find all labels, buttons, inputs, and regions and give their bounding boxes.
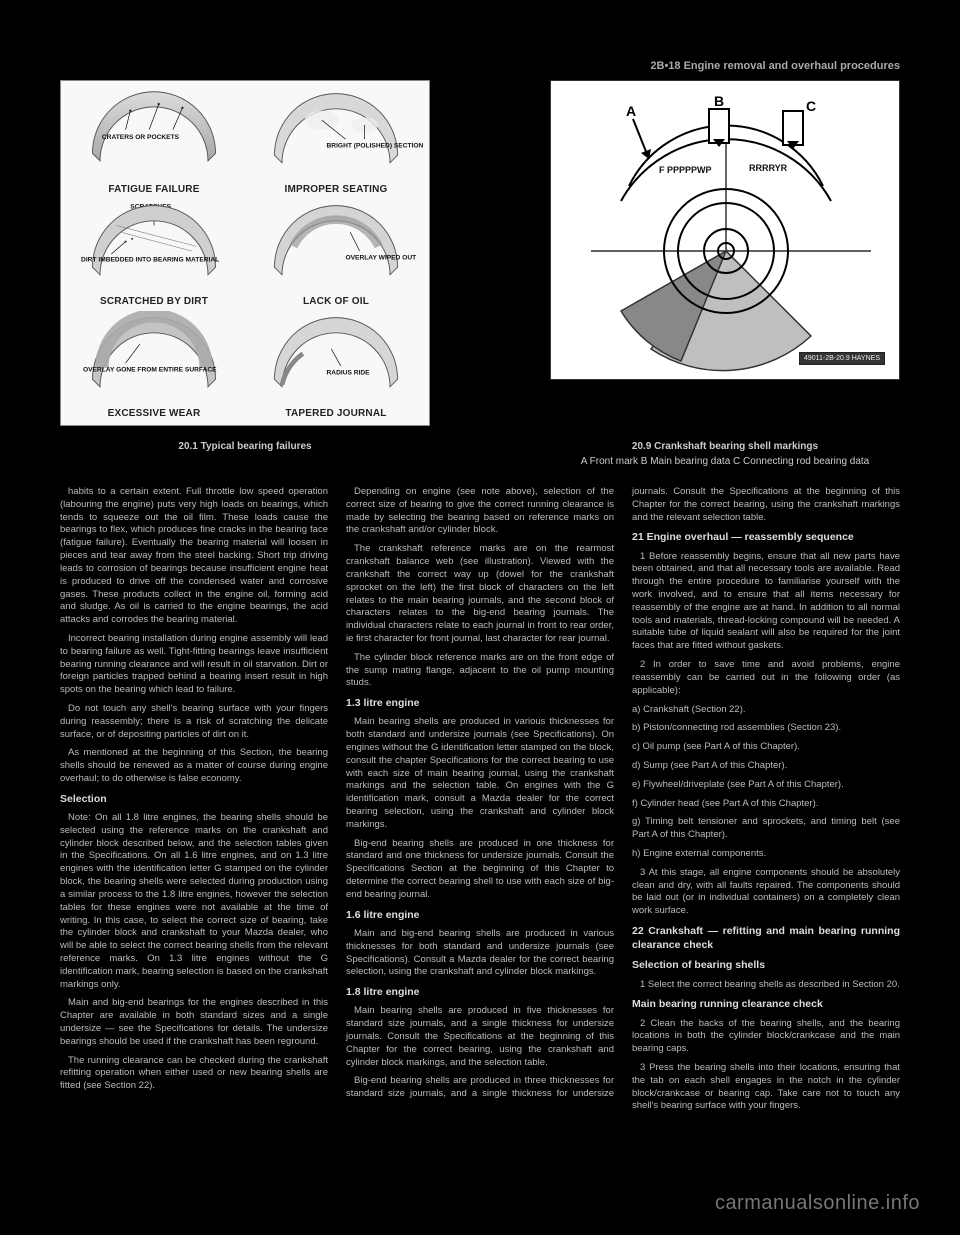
para: Big-end bearing shells are produced in o… <box>346 838 614 902</box>
bearing-caption: EXCESSIVE WEAR <box>67 408 241 419</box>
figure-box: F PPPPPWP RRRRYR A B C 49011-2B- <box>550 80 900 380</box>
subhead-13: 1.3 litre engine <box>346 696 614 710</box>
list-item: a) Crankshaft (Section 22). <box>632 704 900 717</box>
para: 1 Select the correct bearing shells as d… <box>632 979 900 992</box>
subhead-16: 1.6 litre engine <box>346 908 614 922</box>
bearing-caption: FATIGUE FAILURE <box>67 184 241 195</box>
page: 2B•18 Engine removal and overhaul proced… <box>60 60 900 1113</box>
overlay-text: OVERLAY WIPED OUT <box>345 255 416 262</box>
figure-crankshaft-marks: F PPPPPWP RRRRYR A B C 49011-2B- <box>550 80 900 426</box>
para: Main bearing shells are produced in five… <box>346 1005 614 1069</box>
para: Main and big-end bearings for the engine… <box>60 997 328 1048</box>
bearing-cell-fatigue: CRATERS OR POCKETS FATIGUE FAILURE <box>67 87 241 195</box>
watermark: carmanualsonline.info <box>715 1192 920 1215</box>
list-item: d) Sump (see Part A of this Chapter). <box>632 760 900 773</box>
para: Do not touch any shell's bearing surface… <box>60 703 328 741</box>
arc-text-left: F PPPPPWP <box>659 165 712 175</box>
figure-caption-left: 20.1 Typical bearing failures <box>60 440 430 468</box>
para: The running clearance can be checked dur… <box>60 1055 328 1093</box>
section-21: 21 Engine overhaul — reassembly sequence <box>632 530 900 544</box>
para: 2 Clean the backs of the bearing shells,… <box>632 1018 900 1056</box>
overlay-text: CRATERS OR POCKETS <box>102 134 180 141</box>
bearing-cell-wear: OVERLAY GONE FROM ENTIRE SURFACE EXCESSI… <box>67 311 241 419</box>
bearing-caption: TAPERED JOURNAL <box>249 408 423 419</box>
figures-row: CRATERS OR POCKETS FATIGUE FAILURE BRIGH… <box>60 80 900 426</box>
list-item: g) Timing belt tensioner and sprockets, … <box>632 816 900 842</box>
bearing-caption: LACK OF OIL <box>249 296 423 307</box>
header-right: 2B•18 Engine removal and overhaul proced… <box>650 60 900 72</box>
figure-bearing-failures: CRATERS OR POCKETS FATIGUE FAILURE BRIGH… <box>60 80 430 426</box>
para: The crankshaft reference marks are on th… <box>346 543 614 646</box>
list-item: b) Piston/connecting rod assemblies (Sec… <box>632 722 900 735</box>
subhead-selection: Selection <box>60 792 328 806</box>
bearing-cell-dirt: SCRATCHES DIRT IMBEDDED INTO BEARING MAT… <box>67 199 241 307</box>
caption-main: 20.9 Crankshaft bearing shell markings <box>632 441 818 452</box>
overlay-text: OVERLAY GONE FROM ENTIRE SURFACE <box>83 367 217 374</box>
figure-captions: 20.1 Typical bearing failures 20.9 Crank… <box>60 440 900 468</box>
para: Incorrect bearing installation during en… <box>60 633 328 697</box>
para: 3 At this stage, all engine components s… <box>632 867 900 918</box>
para: Note: On all 1.8 litre engines, the bear… <box>60 812 328 991</box>
para: The cylinder block reference marks are o… <box>346 652 614 690</box>
label-c: C <box>806 98 816 114</box>
para: habits to a certain extent. Full throttl… <box>60 486 328 627</box>
para: Depending on engine (see note above), se… <box>346 486 614 537</box>
bearing-caption: SCRATCHED BY DIRT <box>67 296 241 307</box>
bearing-cell-oil: OVERLAY WIPED OUT LACK OF OIL <box>249 199 423 307</box>
overlay-text: DIRT IMBEDDED INTO BEARING MATERIAL <box>81 257 219 264</box>
subhead-22b: Main bearing running clearance check <box>632 997 900 1011</box>
label-a: A <box>626 103 636 119</box>
subhead-18: 1.8 litre engine <box>346 985 614 999</box>
section-22: 22 Crankshaft — refitting and main beari… <box>632 924 900 952</box>
figure-caption-right: 20.9 Crankshaft bearing shell markings A… <box>550 440 900 468</box>
overlay-text: BRIGHT (POLISHED) SECTIONS <box>327 143 423 150</box>
subhead-22a: Selection of bearing shells <box>632 958 900 972</box>
list-item: e) Flywheel/driveplate (see Part A of th… <box>632 779 900 792</box>
list-item: h) Engine external components. <box>632 848 900 861</box>
bearing-cell-seating: BRIGHT (POLISHED) SECTIONS IMPROPER SEAT… <box>249 87 423 195</box>
para: As mentioned at the beginning of this Se… <box>60 747 328 785</box>
para: 1 Before reassembly begins, ensure that … <box>632 551 900 654</box>
list-item: f) Cylinder head (see Part A of this Cha… <box>632 798 900 811</box>
figure-tag: 49011-2B-20.9 HAYNES <box>799 352 885 365</box>
overlay-text: RADIUS RIDE <box>327 369 371 376</box>
body-columns: habits to a certain extent. Full throttl… <box>60 486 900 1113</box>
para: Main and big-end bearing shells are prod… <box>346 928 614 979</box>
para: Main bearing shells are produced in vari… <box>346 716 614 831</box>
para: 2 In order to save time and avoid proble… <box>632 659 900 697</box>
caption-sub: A Front mark B Main bearing data C Conne… <box>550 455 900 468</box>
arc-text-right: RRRRYR <box>749 163 788 173</box>
para: 3 Press the bearing shells into their lo… <box>632 1062 900 1113</box>
page-header: 2B•18 Engine removal and overhaul proced… <box>60 60 900 72</box>
bearing-cell-tapered: RADIUS RIDE TAPERED JOURNAL <box>249 311 423 419</box>
bearing-caption: IMPROPER SEATING <box>249 184 423 195</box>
label-b: B <box>714 93 724 109</box>
list-item: c) Oil pump (see Part A of this Chapter)… <box>632 741 900 754</box>
